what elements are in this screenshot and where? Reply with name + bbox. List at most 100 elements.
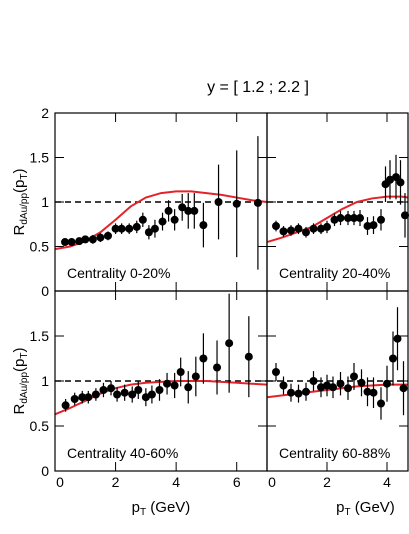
- data-point: [81, 235, 90, 244]
- data-point: [147, 390, 156, 399]
- data-point: [191, 372, 200, 381]
- data-point: [317, 383, 325, 392]
- data-point: [111, 224, 120, 233]
- data-point: [272, 368, 280, 376]
- data-point: [350, 214, 358, 223]
- data-point: [279, 227, 288, 236]
- data-point: [377, 399, 385, 408]
- data-point: [253, 198, 262, 207]
- data-point: [302, 387, 310, 396]
- data-point: [344, 384, 352, 393]
- y-tick-label: 0: [41, 463, 49, 479]
- y-tick-label: 1: [41, 194, 49, 210]
- data-point: [383, 379, 391, 388]
- x-tick-label: 2: [323, 474, 331, 490]
- x-tick-label: 4: [383, 474, 391, 490]
- data-point: [104, 231, 112, 240]
- label-part: R: [11, 225, 28, 236]
- data-point: [356, 214, 364, 223]
- data-point: [170, 381, 179, 390]
- data-point: [134, 386, 143, 394]
- data-point: [330, 215, 339, 224]
- data-point: [75, 237, 84, 246]
- panel: 0 0.5 1 1.5 0 2 4 6 Centrality 40-60%: [30, 290, 268, 490]
- data-point: [336, 379, 345, 388]
- data-point: [70, 395, 79, 403]
- data-point: [279, 381, 288, 390]
- data-point: [60, 238, 69, 247]
- data-point: [363, 222, 372, 231]
- y-tick-label: 1.5: [30, 150, 50, 166]
- label-subscript: dAu/pp: [19, 372, 30, 404]
- data-point: [369, 388, 378, 397]
- data-point: [392, 173, 400, 182]
- data-point: [125, 224, 134, 233]
- data-point: [99, 386, 108, 394]
- label-part: p: [132, 499, 140, 516]
- data-point: [294, 389, 303, 398]
- data-point: [213, 363, 222, 372]
- data-point: [132, 222, 141, 231]
- x-tick-label: 4: [172, 474, 180, 490]
- data-point: [287, 388, 295, 397]
- x-tick-label: 2: [112, 474, 120, 490]
- data-point: [184, 206, 193, 215]
- data-point: [117, 224, 126, 233]
- label-subscript: dAu/pp: [19, 193, 30, 225]
- x-tick-label: 0: [268, 474, 276, 490]
- data-point: [144, 228, 153, 237]
- data-point: [399, 384, 408, 393]
- data-point: [178, 203, 187, 212]
- y-tick-label: 1.5: [30, 328, 50, 344]
- data-point: [377, 215, 385, 224]
- data-point: [91, 390, 100, 399]
- panel-label: Centrality 20-40%: [279, 265, 390, 281]
- data-point: [323, 222, 331, 231]
- label-subscript: T: [345, 507, 351, 518]
- data-point: [309, 224, 318, 233]
- y-tick-label: 1: [41, 373, 49, 389]
- data-point: [287, 226, 295, 235]
- label-part: ): [11, 348, 28, 353]
- data-point: [393, 334, 402, 343]
- label-part: p: [336, 499, 344, 516]
- data-point: [88, 235, 97, 244]
- data-point: [329, 383, 337, 392]
- label-part: (GeV): [146, 499, 190, 516]
- data-point: [141, 393, 150, 402]
- data-point: [155, 386, 164, 394]
- label-part: (p: [11, 180, 28, 193]
- data-point: [184, 383, 193, 392]
- data-point: [158, 217, 167, 226]
- data-point: [294, 224, 303, 233]
- axis-label: pT (GeV): [336, 499, 395, 518]
- axis-label: RdAu/pp(pT): [11, 169, 30, 236]
- label-subscript: T: [140, 507, 146, 518]
- label-part: ): [11, 169, 28, 174]
- label-subscript: T: [19, 174, 30, 180]
- data-point: [199, 354, 208, 363]
- data-point: [336, 214, 345, 223]
- data-point: [357, 378, 366, 387]
- panel-label: Centrality 60-88%: [279, 445, 390, 461]
- data-point: [272, 222, 280, 231]
- data-point: [214, 198, 223, 206]
- data-point: [401, 211, 409, 220]
- data-point: [107, 384, 116, 393]
- data-point: [163, 379, 172, 388]
- data-point: [120, 388, 129, 397]
- y-tick-label: 0: [41, 283, 49, 299]
- data-point: [113, 390, 122, 399]
- panel: 0 2 4 Centrality 60-88%: [266, 290, 409, 490]
- label-part: R: [11, 404, 28, 415]
- data-point: [232, 199, 241, 208]
- data-point: [170, 215, 179, 224]
- data-point: [309, 377, 318, 385]
- data-point: [96, 233, 105, 242]
- data-point: [190, 206, 199, 215]
- data-point: [78, 393, 87, 402]
- label-part: (p: [11, 359, 28, 372]
- axis-label: pT (GeV): [132, 499, 191, 518]
